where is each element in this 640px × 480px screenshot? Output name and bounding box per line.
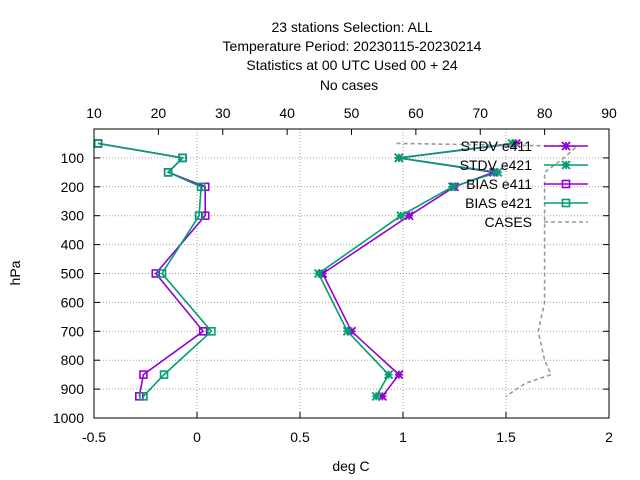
legend-entry: STDV e411	[461, 138, 588, 154]
legend-entry: BIAS e411	[466, 176, 588, 192]
title-line-2: Temperature Period: 20230115-20230214	[223, 38, 482, 54]
data-point	[196, 182, 206, 192]
data-point	[394, 370, 404, 380]
data-point-stroke	[383, 370, 394, 380]
y-tick-label: 700	[61, 323, 85, 339]
data-point	[139, 392, 148, 401]
data-point	[157, 269, 167, 278]
series-bias-e411	[94, 139, 210, 401]
data-point-stroke	[396, 211, 406, 221]
x2-tick-label: 80	[537, 105, 553, 121]
x-tick-label: 2	[605, 429, 613, 445]
x-tick-label: 0	[193, 429, 201, 445]
data-point	[313, 268, 324, 279]
x-tick-label: 1	[399, 429, 407, 445]
legend-marker	[561, 141, 571, 151]
legend-entry: BIAS e421	[465, 195, 588, 211]
legend: STDV e411 STDV e421 BIAS e411 BIAS e421 CASE…	[460, 138, 588, 230]
data-point-stroke	[342, 326, 353, 336]
data-point	[396, 211, 406, 221]
data-point	[178, 153, 187, 163]
series-bias-e421	[94, 139, 216, 401]
legend-label: STDV e411	[461, 138, 533, 154]
title-line-1: 23 stations Selection: ALL	[271, 19, 432, 35]
data-point	[394, 153, 404, 163]
data-point	[198, 326, 208, 336]
plot-series	[94, 138, 579, 401]
data-point	[383, 370, 394, 380]
x-axis-label: deg C	[332, 458, 369, 474]
x2-tick-label: 40	[279, 105, 295, 121]
data-point-stroke	[493, 167, 503, 177]
x2-tick-label: 20	[151, 105, 167, 121]
data-point	[200, 211, 210, 220]
data-point-stroke	[394, 370, 404, 380]
y-tick-label: 200	[61, 179, 85, 195]
data-point	[447, 182, 458, 192]
legend-marker	[561, 179, 571, 189]
axis-ticks: 100 200 300 400 500 600 700 800 900 1000 -0.5 0 0.5 1…	[53, 105, 617, 445]
title-line-4: No cases	[320, 77, 378, 93]
y-tick-label: 600	[61, 294, 85, 310]
y-tick-label: 1000	[53, 410, 84, 426]
x2-tick-label: 30	[215, 105, 231, 121]
data-point	[507, 138, 517, 149]
series-line	[396, 142, 579, 397]
y-tick-label: 300	[61, 208, 85, 224]
data-point	[342, 326, 353, 336]
legend-entry: CASES	[485, 214, 588, 230]
y-tick-label: 900	[61, 381, 85, 397]
data-point-stroke	[404, 211, 414, 221]
data-point-stroke	[507, 138, 517, 149]
data-point	[94, 139, 103, 148]
y-tick-label: 500	[61, 266, 85, 282]
x2-tick-label: 60	[408, 105, 424, 121]
data-point	[207, 326, 216, 336]
legend-marker-stroke	[561, 141, 571, 151]
data-point	[371, 391, 381, 401]
data-point-stroke	[313, 268, 324, 279]
series-line	[97, 142, 213, 397]
x-tick-label: 0.5	[290, 429, 310, 445]
data-point	[151, 269, 161, 278]
data-point-stroke	[394, 153, 404, 163]
x-tick-label: 1.5	[496, 429, 516, 445]
series-cases	[396, 142, 579, 397]
x2-tick-label: 10	[86, 105, 102, 121]
legend-entry: STDV e421	[460, 157, 588, 173]
data-point-stroke	[447, 182, 458, 192]
title-line-3: Statistics at 00 UTC Used 00 + 24	[246, 57, 457, 73]
legend-marker	[561, 198, 571, 208]
chart-title: 23 stations Selection: ALL Temperature P…	[223, 19, 482, 93]
y-tick-label: 800	[61, 352, 85, 368]
data-point	[159, 370, 169, 379]
legend-marker-stroke	[561, 160, 571, 170]
legend-label: CASES	[485, 214, 532, 230]
x-tick-label: -0.5	[82, 429, 106, 445]
y-tick-label: 400	[61, 237, 85, 253]
legend-marker	[561, 160, 571, 170]
legend-label: STDV e421	[460, 157, 533, 173]
x2-tick-label: 70	[472, 105, 488, 121]
y-tick-label: 100	[61, 150, 85, 166]
data-point	[493, 167, 503, 177]
x2-tick-label: 50	[344, 105, 360, 121]
x2-tick-label: 90	[601, 105, 617, 121]
data-point	[139, 370, 148, 379]
data-point	[194, 211, 204, 220]
data-point	[163, 168, 173, 177]
legend-label: BIAS e421	[465, 195, 532, 211]
series-stdv-e421	[313, 138, 517, 401]
data-point-stroke	[371, 391, 381, 401]
legend-label: BIAS e411	[466, 176, 532, 192]
y-axis-label: hPa	[7, 260, 23, 285]
grid	[94, 129, 609, 418]
